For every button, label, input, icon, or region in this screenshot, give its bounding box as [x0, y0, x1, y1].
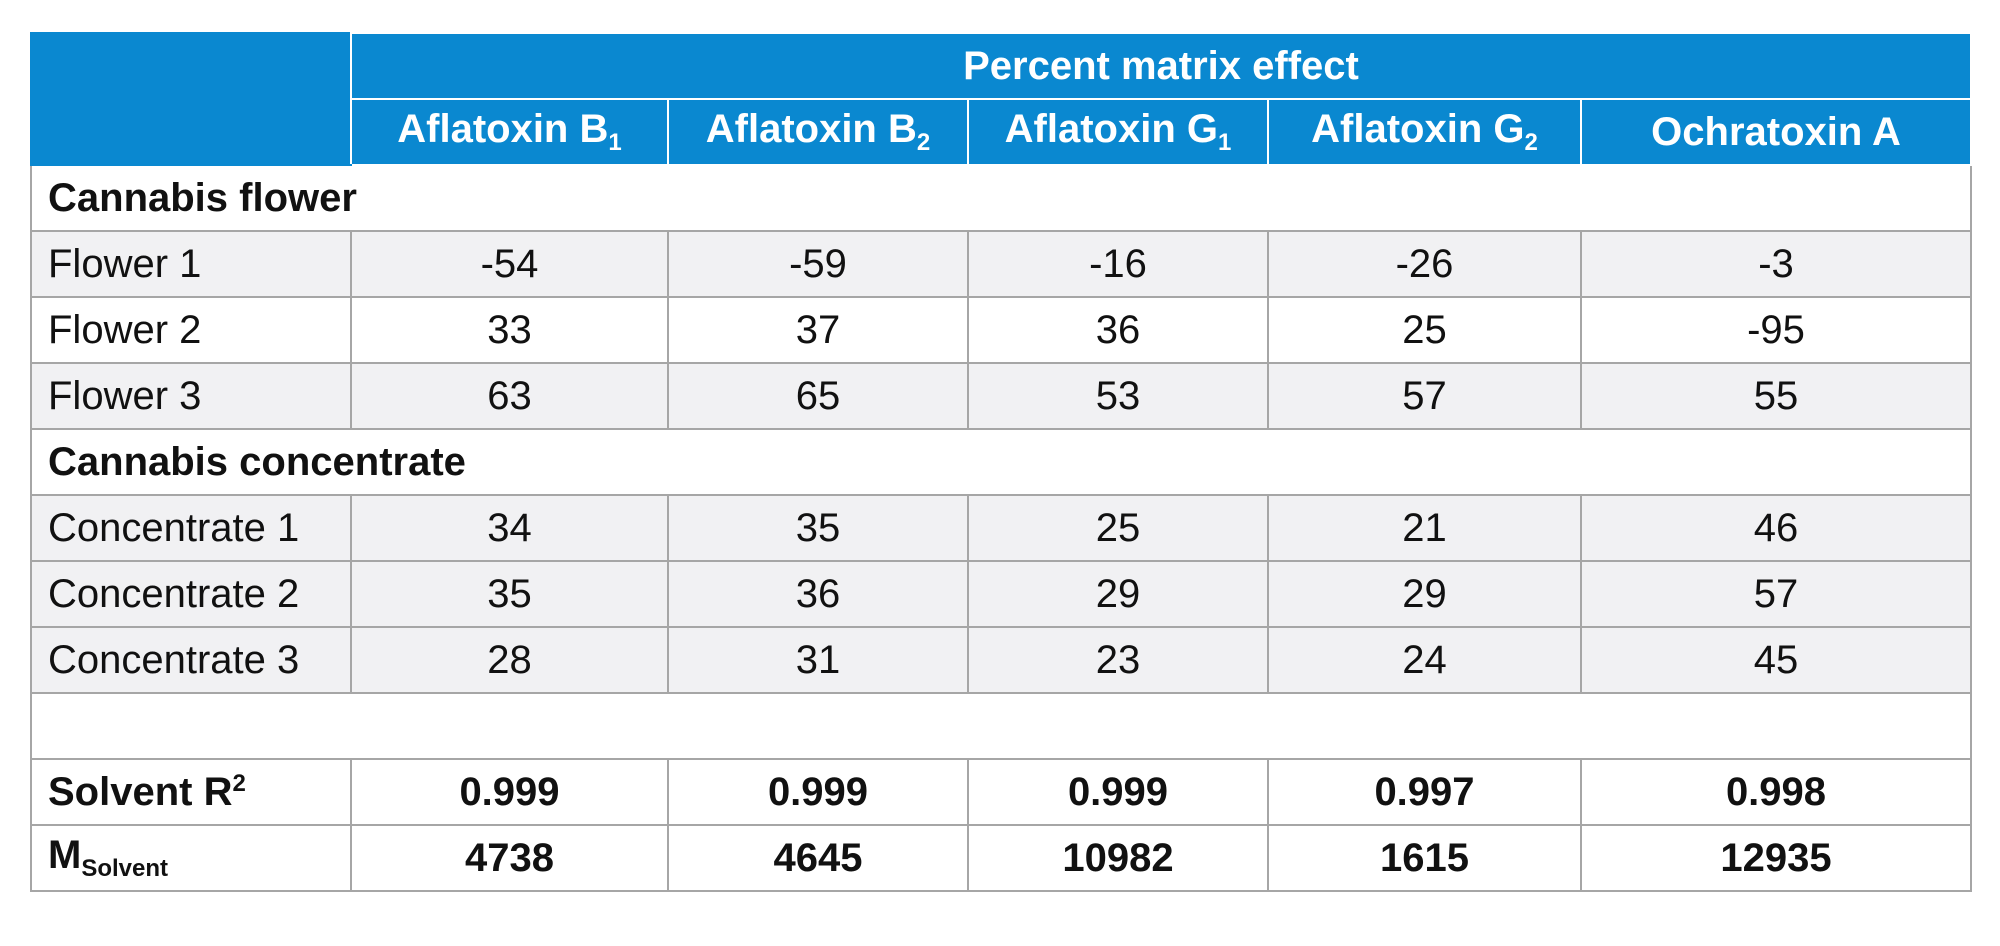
table-cell: 23: [967, 626, 1269, 694]
section-title: Cannabis flower: [30, 164, 1972, 232]
row-label: Concentrate 2: [30, 560, 352, 628]
table-cell: 0.999: [667, 758, 969, 826]
section-row-cannabis-flower: Cannabis flower: [30, 164, 1972, 232]
row-label: Flower 1: [30, 230, 352, 298]
table-cell: 24: [1267, 626, 1582, 694]
header-row-group: Percent matrix effect: [30, 32, 1972, 166]
table-row: Concentrate 1 34 35 25 21 46: [30, 494, 1972, 562]
column-header-label: Aflatoxin B: [397, 107, 609, 151]
column-header-aflatoxin-b1: Aflatoxin B1: [350, 98, 669, 166]
section-title: Cannabis concentrate: [30, 428, 1972, 496]
row-label: Concentrate 3: [30, 626, 352, 694]
table-cell: 46: [1580, 494, 1972, 562]
column-header-label: Aflatoxin G: [1311, 107, 1525, 151]
summary-label-superscript: 2: [232, 769, 246, 797]
section-row-cannabis-concentrate: Cannabis concentrate: [30, 428, 1972, 496]
table-cell: -26: [1267, 230, 1582, 298]
table-cell: 34: [350, 494, 669, 562]
column-header-subscript: 1: [1217, 129, 1232, 156]
table-cell: 0.999: [350, 758, 669, 826]
summary-label-text: Solvent R: [48, 769, 233, 814]
table-cell: 25: [1267, 296, 1582, 364]
column-header-subscript: 2: [1524, 129, 1538, 156]
header-corner-cell: [30, 32, 352, 166]
table-cell: 0.998: [1580, 758, 1972, 826]
table-cell: -16: [967, 230, 1269, 298]
table-cell: 0.999: [967, 758, 1269, 826]
column-header-label: Ochratoxin A: [1651, 109, 1901, 154]
table-cell: 29: [967, 560, 1269, 628]
table-cell: 57: [1267, 362, 1582, 430]
table-cell: -95: [1580, 296, 1972, 364]
row-label: Solvent R2: [30, 758, 352, 826]
table-cell: 36: [667, 560, 969, 628]
table-cell: 28: [350, 626, 669, 694]
table-cell: -54: [350, 230, 669, 298]
spacer-row: [30, 692, 1972, 760]
table-cell: -3: [1580, 230, 1972, 298]
table-cell: 33: [350, 296, 669, 364]
table-cell: 4738: [350, 824, 669, 892]
column-header-subscript: 2: [916, 129, 931, 156]
table-cell: 1615: [1267, 824, 1582, 892]
table-cell: 31: [667, 626, 969, 694]
table-cell: 12935: [1580, 824, 1972, 892]
table-cell: 36: [967, 296, 1269, 364]
table-cell: 53: [967, 362, 1269, 430]
table-row: Concentrate 3 28 31 23 24 45: [30, 626, 1972, 694]
row-label: Concentrate 1: [30, 494, 352, 562]
row-label: Flower 2: [30, 296, 352, 364]
table-cell: 10982: [967, 824, 1269, 892]
table-cell: -59: [667, 230, 969, 298]
column-header-aflatoxin-b2: Aflatoxin B2: [667, 98, 969, 166]
table-cell: 35: [667, 494, 969, 562]
table-cell: 45: [1580, 626, 1972, 694]
header-group-title: Percent matrix effect: [350, 32, 1972, 100]
summary-label-text: M: [48, 833, 82, 877]
row-label: Flower 3: [30, 362, 352, 430]
table-row: Concentrate 2 35 36 29 29 57: [30, 560, 1972, 628]
column-header-aflatoxin-g1: Aflatoxin G1: [967, 98, 1269, 166]
table-cell: 37: [667, 296, 969, 364]
table-cell: 35: [350, 560, 669, 628]
summary-label-subscript: Solvent: [81, 855, 169, 882]
column-header-ochratoxin-a: Ochratoxin A: [1580, 98, 1972, 166]
column-header-label: Aflatoxin B: [705, 107, 917, 151]
table-container: Percent matrix effect Aflatoxin B1 Aflat…: [30, 32, 1972, 892]
table-cell: 4645: [667, 824, 969, 892]
table-cell: 65: [667, 362, 969, 430]
column-header-label: Aflatoxin G: [1004, 107, 1218, 151]
table-cell: 29: [1267, 560, 1582, 628]
table-row: Flower 2 33 37 36 25 -95: [30, 296, 1972, 364]
table-row: Flower 1 -54 -59 -16 -26 -3: [30, 230, 1972, 298]
column-header-aflatoxin-g2: Aflatoxin G2: [1267, 98, 1582, 166]
header-row-columns: Aflatoxin B1 Aflatoxin B2 Aflatoxin G1 A…: [31, 98, 1972, 166]
table-cell: 63: [350, 362, 669, 430]
table-cell: 25: [967, 494, 1269, 562]
spacer-cell: [30, 692, 1972, 760]
table-cell: 57: [1580, 560, 1972, 628]
summary-row-solvent-r2: Solvent R2 0.999 0.999 0.999 0.997 0.998: [30, 758, 1972, 826]
table-cell: 55: [1580, 362, 1972, 430]
matrix-effect-table: Percent matrix effect Aflatoxin B1 Aflat…: [30, 32, 1972, 892]
summary-row-m-solvent: MSolvent 4738 4645 10982 1615 12935: [30, 824, 1972, 892]
table-row: Flower 3 63 65 53 57 55: [30, 362, 1972, 430]
table-cell: 0.997: [1267, 758, 1582, 826]
column-header-subscript: 1: [608, 129, 622, 156]
row-label: MSolvent: [30, 824, 352, 892]
table-cell: 21: [1267, 494, 1582, 562]
